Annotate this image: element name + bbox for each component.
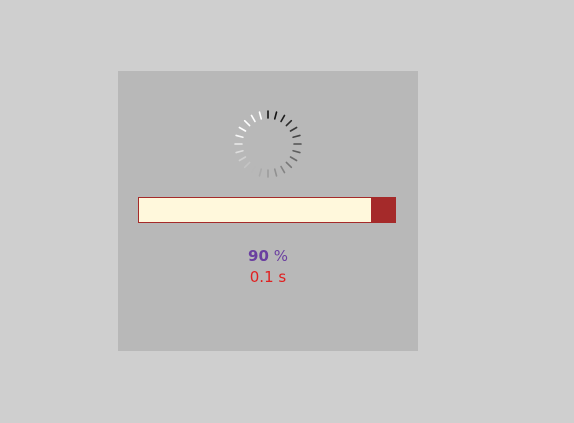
spinner-tick [280,114,286,123]
spinner-tick [289,126,298,132]
loading-spinner-icon [234,110,302,178]
spinner-tick [289,156,298,162]
spinner-tick [238,126,247,132]
spinner-tick [273,168,278,177]
spinner-tick [292,134,301,139]
progress-bar-remaining [139,198,371,222]
spinner-tick [238,156,247,162]
progress-percent-unit: % [273,247,288,265]
spinner-tick [243,161,251,169]
spinner-tick [258,111,263,120]
progress-bar [138,197,396,223]
spinner-tick [235,134,244,139]
spinner-tick [250,114,256,123]
progress-percent-label: 90 % [118,246,418,266]
spinner-tick [273,111,278,120]
spinner-tick [285,161,293,169]
progress-percent-value: 90 [248,247,269,265]
spinner-tick [235,149,244,154]
spinner-tick [258,168,263,177]
elapsed-time-label: 0.1 s [249,268,287,286]
spinner-tick [292,149,301,154]
spinner-tick [243,119,251,127]
loading-panel: 90 % 0.1 s [118,71,418,351]
spinner-tick [250,165,256,174]
spinner-tick [280,165,286,174]
spinner-tick [285,119,293,127]
spinner-graphic [234,110,302,178]
